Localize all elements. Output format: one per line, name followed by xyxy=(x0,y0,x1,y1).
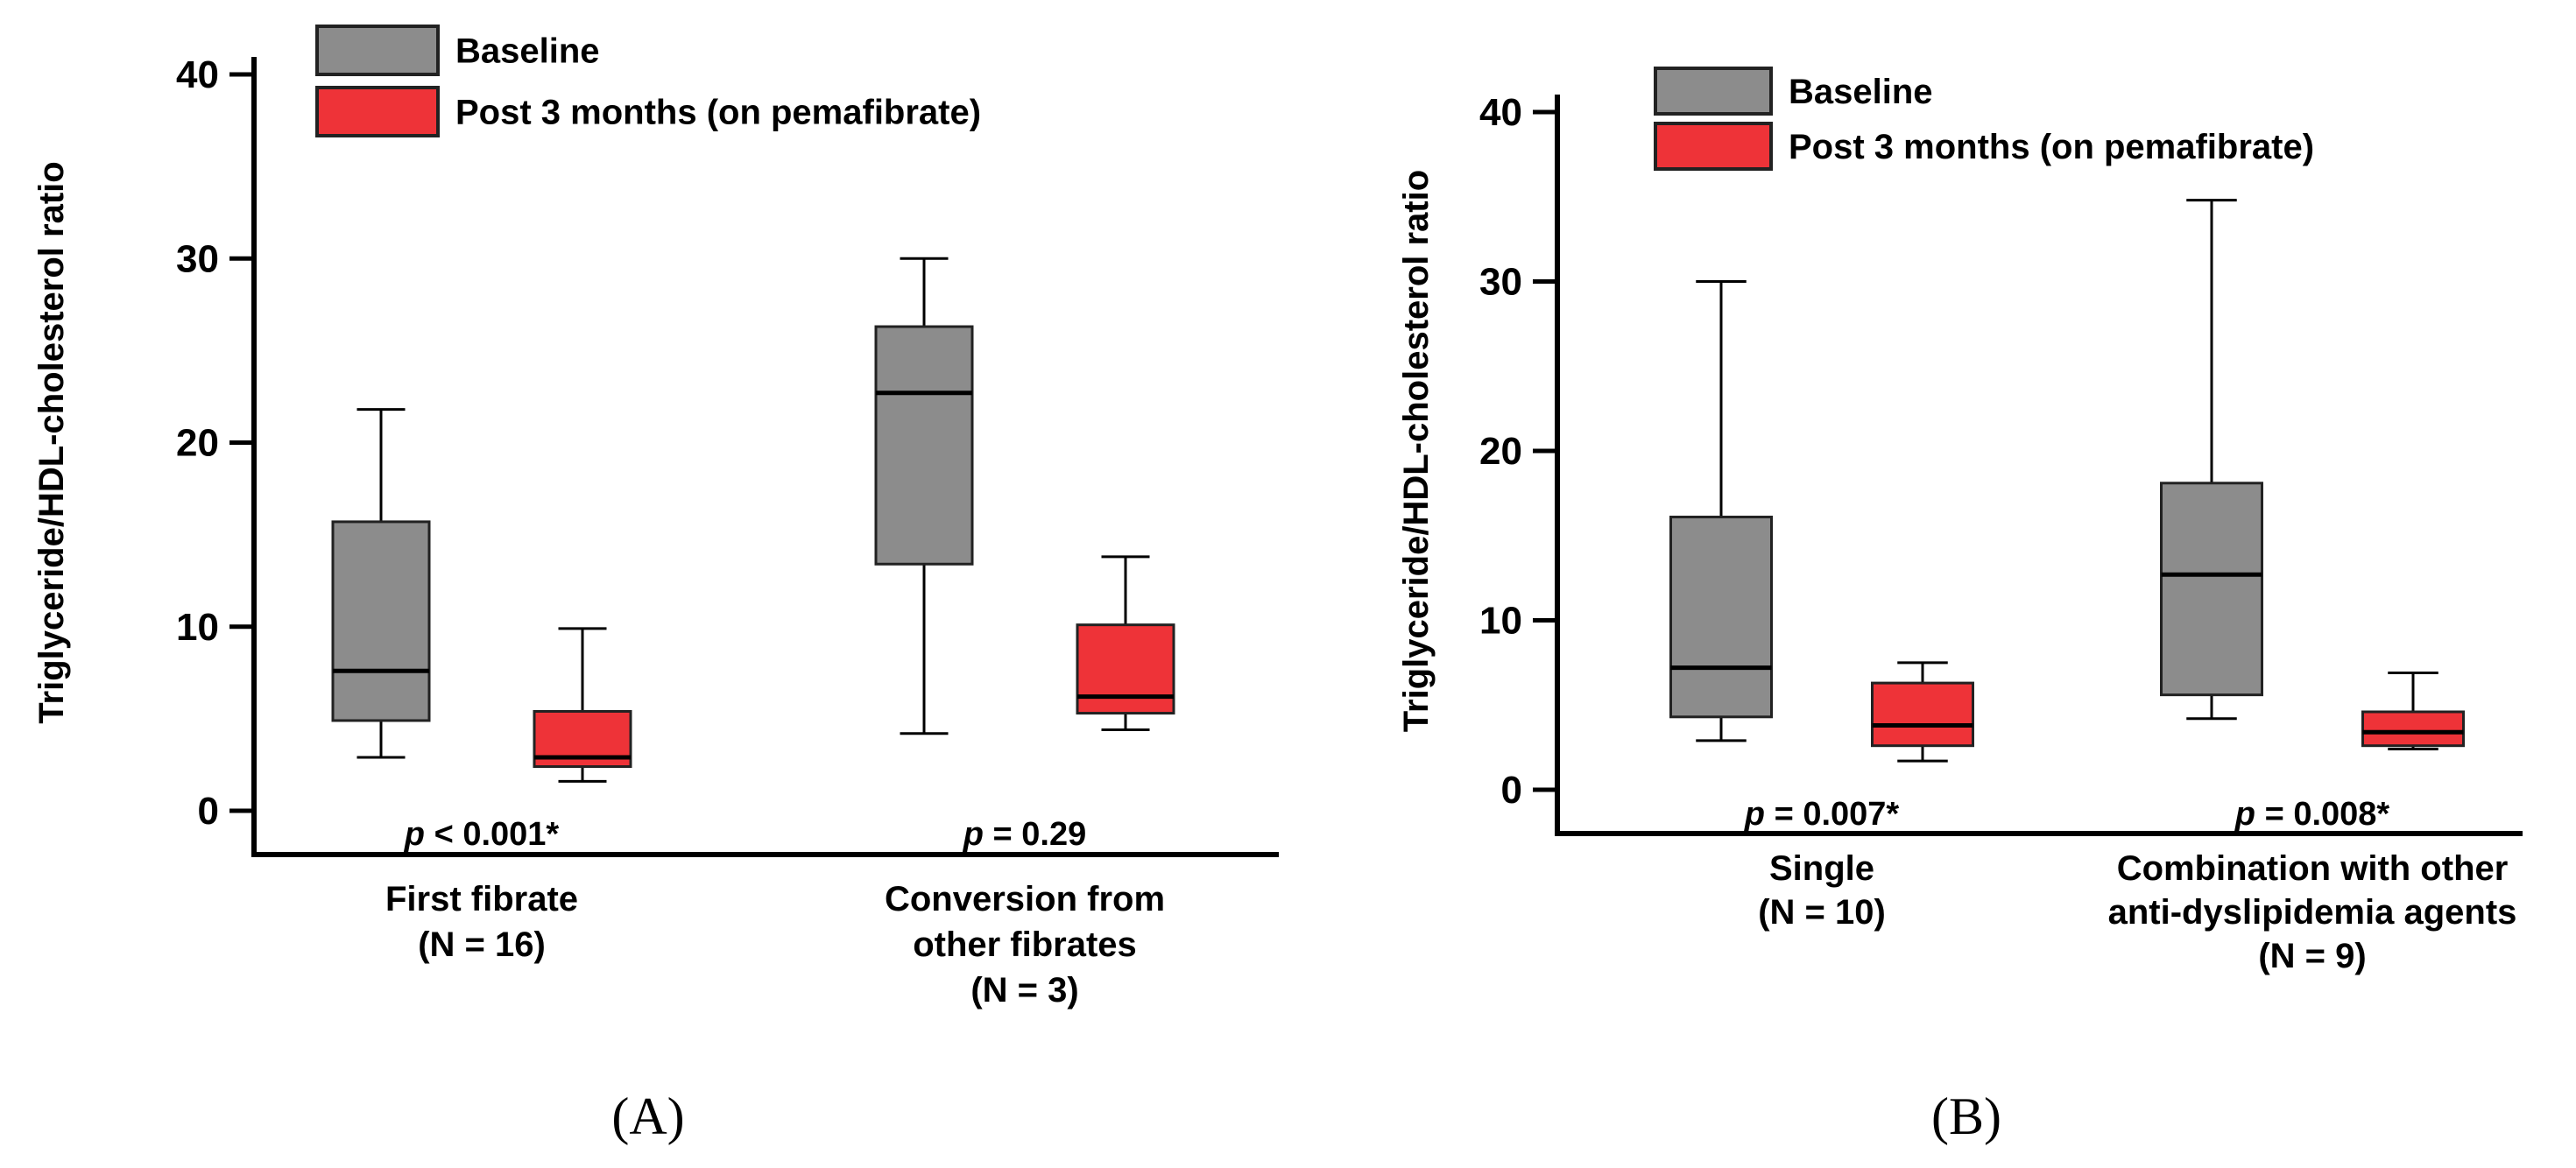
legend-label: Baseline xyxy=(1789,73,1933,111)
category-label: other fibrates xyxy=(913,925,1137,964)
y-tick-label: 0 xyxy=(198,790,219,833)
y-tick-label: 30 xyxy=(1479,261,1522,304)
box-baseline xyxy=(1669,515,1773,719)
y-tick-label: 0 xyxy=(1501,769,1522,812)
legend-label: Post 3 months (on pemafibrate) xyxy=(1789,128,2314,166)
legend-swatch xyxy=(1654,122,1773,171)
legend-swatch xyxy=(315,86,440,137)
p-value: = 0.007* xyxy=(1765,796,1899,833)
p-value: = 0.29 xyxy=(984,816,1086,853)
legend-swatch xyxy=(1654,67,1773,116)
category-label: Combination with other xyxy=(2117,849,2509,888)
p-value-label: p = 0.008* xyxy=(2234,796,2390,833)
y-tick-label: 40 xyxy=(1479,91,1522,134)
legend-label: Baseline xyxy=(455,32,600,71)
p-value-label: p = 0.007* xyxy=(1744,796,1900,833)
y-axis-label: Triglyceride/HDL-cholesterol ratio xyxy=(1397,170,1436,732)
y-tick-label: 30 xyxy=(176,237,219,280)
category-label: (N = 10) xyxy=(1758,893,1886,932)
y-tick-label: 40 xyxy=(176,53,219,96)
p-symbol: p xyxy=(963,816,984,853)
y-tick-label: 20 xyxy=(176,422,219,465)
p-symbol: p xyxy=(1744,796,1765,833)
category-label: Single xyxy=(1769,849,1874,888)
category-label: (N = 16) xyxy=(418,925,546,964)
p-value-label: p < 0.001* xyxy=(404,816,560,853)
p-value: < 0.001* xyxy=(425,816,559,853)
legend-label: Post 3 months (on pemafibrate) xyxy=(455,94,981,132)
chart-panel-a: 0 10 20 30 40 Triglyceride/HDL-cholesterol ra… xyxy=(32,25,1279,1145)
y-axis-label: Triglyceride/HDL-cholesterol ratio xyxy=(32,161,71,723)
box-post xyxy=(1871,681,1974,748)
y-tick-label: 10 xyxy=(176,606,219,649)
y-tick-label: 20 xyxy=(1479,430,1522,473)
category-label: (N = 3) xyxy=(970,971,1078,1010)
p-symbol: p xyxy=(404,816,425,853)
panel-label: (A) xyxy=(611,1087,684,1145)
category-label: anti-dyslipidemia agents xyxy=(2108,893,2517,932)
y-tick-label: 10 xyxy=(1479,600,1522,643)
category-label: Conversion from xyxy=(885,880,1165,918)
panel-label: (B) xyxy=(1931,1087,2001,1145)
box-post xyxy=(2361,710,2465,748)
p-symbol: p xyxy=(2234,796,2255,833)
box-baseline xyxy=(2160,482,2263,697)
category-label: (N = 9) xyxy=(2258,937,2366,975)
p-value: = 0.008* xyxy=(2255,796,2389,833)
category-label: First fibrate xyxy=(385,880,578,918)
box-baseline xyxy=(874,325,974,566)
box-post xyxy=(1076,623,1175,715)
box-baseline xyxy=(331,520,431,722)
legend-swatch xyxy=(315,25,440,76)
chart-panel-b: 0 10 20 30 40 Triglyceride/HDL-cholesterol ra… xyxy=(1397,67,2523,1145)
p-value-label: p = 0.29 xyxy=(963,816,1086,853)
